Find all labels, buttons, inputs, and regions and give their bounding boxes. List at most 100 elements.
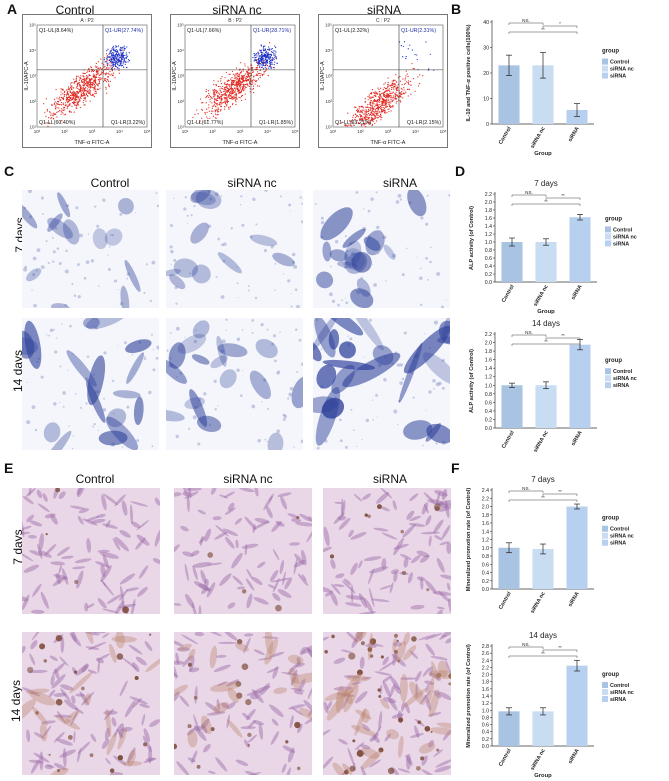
sig-label: ** [558,645,562,650]
x-axis-label: Group [537,309,555,315]
flow-xlabel: TNF-α FITC-A [75,140,110,146]
y-tick-label: 1.8 [485,349,492,355]
flow-xlabel: TNF-α FITC-A [223,140,258,146]
alp-title-control: Control [90,176,130,190]
y-tick-label: 0.0 [485,426,492,432]
y-tick-label: 2.0 [485,341,492,347]
flow-x-tick: 10⁵ [440,129,447,134]
ars-image-sirna-14d [323,632,451,775]
y-tick-label: 1.0 [485,240,492,246]
y-tick-label: 10 [483,97,489,103]
bar-1 [532,711,554,746]
flow-x-tick: 10¹ [182,129,189,134]
alp-image-control-7d [22,190,159,308]
y-tick-label: 2.8 [482,644,489,650]
bar-0 [498,65,520,124]
sig-label: NS. [522,642,530,647]
legend-entry: siRNA nc [613,234,637,240]
flow-ylabel: IL-10APC-A [24,61,30,91]
legend-swatch [602,696,608,702]
flow-title-control: Control [55,3,95,17]
ars-title-sirna: siRNA [372,472,407,486]
y-tick-label: 0.6 [482,723,489,729]
legend-swatch [605,240,611,247]
flow-ylabel: IL-10APC-A [172,61,178,91]
sig-label: ** [541,495,545,500]
sig-label: * [559,21,561,26]
panel-label-c: C [4,163,15,179]
legend-entry: siRNA nc [610,67,634,73]
legend-swatch [605,368,611,375]
y-tick-label: 1.2 [485,232,492,238]
legend-swatch [602,682,608,688]
sig-label: NS. [522,18,530,23]
panel-label-f: F [451,460,460,476]
flow-x-tick: 10¹ [34,129,41,134]
legend-swatch [602,525,608,532]
panel-label-d: D [455,163,466,179]
y-tick-label: 1.4 [485,224,492,230]
bar-0 [498,547,520,589]
x-tick-label: siRNA nc [533,430,550,454]
flow-x-tick: 10³ [237,129,244,134]
x-tick-label: Control [501,430,516,450]
legend-title: group [602,672,619,678]
x-tick-label: Control [498,748,513,768]
flow-y-tick: 10¹ [29,125,36,130]
y-tick-label: 1.4 [485,366,492,372]
y-axis-label: Mineralized promotion rate (of Control) [466,644,472,748]
quadrant-ll: Q1-LL(60.40%) [39,120,75,126]
bar-1 [535,385,557,428]
x-tick-label: siRNA [570,430,583,447]
alp-image-control-14d [22,318,159,450]
flow-x-tick: 10² [61,129,68,134]
bar-0 [501,385,523,428]
x-tick-label: siRNA nc [533,284,550,308]
y-tick-label: 1.2 [482,701,489,707]
bar-1 [532,65,554,124]
legend-swatch [602,65,608,72]
y-tick-label: 0.6 [485,256,492,262]
flow-y-tick: 10¹ [177,125,184,130]
bar-2 [569,217,591,282]
panel-label-e: E [4,460,14,476]
y-tick-label: 2.0 [482,505,489,511]
x-axis-label: Group [534,151,552,157]
alp-image-sirna-nc-14d [166,318,303,450]
y-tick-label: 0.2 [485,272,492,278]
x-tick-label: siRNA nc [530,748,547,772]
chart-f-mineral-14days: 14 days 0.00.20.40.6 0.81.01.21.41.61.82.0… [466,631,634,779]
bar-2 [569,344,591,428]
flow-y-tick: 10² [177,99,184,104]
flow-x-tick: 10³ [89,129,96,134]
legend-entry: Control [610,527,630,533]
y-tick-label: 1.8 [482,513,489,519]
sig-label: ** [561,193,565,198]
legend-swatch [602,72,608,79]
x-tick-label: siRNA [567,591,580,608]
sig-label: ** [558,489,562,494]
legend-entry: siRNA [610,697,626,703]
y-tick-label: 0.4 [482,730,489,736]
y-tick-label: 1.2 [482,538,489,544]
flow-header: A : P2 [80,18,94,24]
sig-label: NS. [525,330,533,335]
flow-header: B : P2 [228,18,242,24]
quadrant-ur: Q1-UR(2.31%) [401,28,436,34]
chart-d-alp-7days: 7 days 0.0 0.2 0.4 0.6 0.8 1.0 1.2 1.4 1.6 1.8 2.0 2… [469,179,637,315]
y-tick-label: 1.0 [482,546,489,552]
legend-title: group [605,358,622,364]
quadrant-lr: Q1-LR(2.15%) [407,120,441,126]
flow-x-tick: 10³ [385,129,392,134]
legend-entry: siRNA [613,241,629,247]
y-tick-label: 40 [483,20,489,26]
x-tick-label: Control [501,284,516,304]
ars-image-control-14d [22,632,160,775]
y-tick-label: 1.4 [482,694,489,700]
sig-label: ** [544,199,548,204]
x-tick-label: siRNA [567,748,580,765]
panel-label-b: B [451,1,462,17]
quadrant-lr: Q1-LR(1.85%) [259,120,293,126]
flow-y-tick: 10⁴ [177,48,184,53]
y-tick-label: 2.2 [482,496,489,502]
